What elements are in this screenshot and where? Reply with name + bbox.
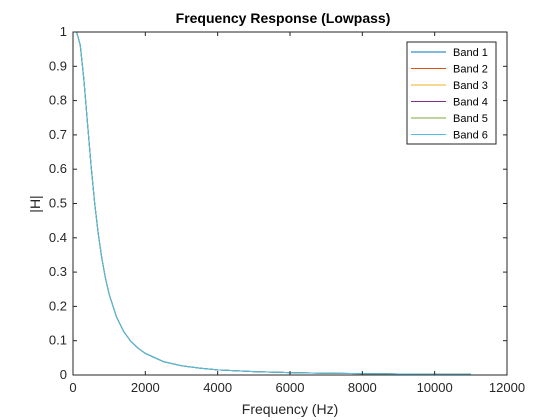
- y-tick-label: 0.3: [49, 264, 67, 279]
- legend-label: Band 4: [453, 97, 488, 109]
- x-tick-label: 10000: [417, 380, 453, 395]
- legend-entry-band-5: Band 5: [411, 113, 488, 125]
- y-axis-label: |H|: [27, 195, 43, 212]
- y-tick-label: 0.2: [49, 298, 67, 313]
- legend-entry-band-1: Band 1: [411, 47, 488, 59]
- legend-entry-band-4: Band 4: [411, 97, 488, 109]
- y-tick-label: 0.8: [49, 93, 67, 108]
- x-tick-label: 0: [69, 380, 76, 395]
- x-tick-label: 2000: [131, 380, 160, 395]
- y-tick-label: 0.5: [49, 196, 67, 211]
- legend-label: Band 6: [453, 130, 488, 142]
- y-tick-label: 1: [60, 24, 67, 39]
- x-tick-label: 8000: [348, 380, 377, 395]
- legend-label: Band 5: [453, 113, 488, 125]
- legend-items: Band 1 Band 2 Band 3 Band 4 Band 5 Band 6: [411, 47, 488, 142]
- legend-entry-band-2: Band 2: [411, 64, 488, 76]
- chart-title: Frequency Response (Lowpass): [176, 10, 391, 26]
- y-tick-label: 0.9: [49, 58, 67, 73]
- series-line-band-6: [73, 31, 471, 375]
- x-axis-label: Frequency (Hz): [242, 401, 338, 417]
- x-tick-label: 12000: [489, 380, 525, 395]
- legend-label: Band 1: [453, 47, 488, 59]
- x-tick-label: 4000: [203, 380, 232, 395]
- y-tick-label: 0.1: [49, 333, 67, 348]
- legend-box: [406, 41, 497, 145]
- y-tick-label: 0.4: [49, 230, 67, 245]
- x-tick-label: 6000: [276, 380, 305, 395]
- x-axis-ticks: 0 2000 4000 6000 8000 10000 12000: [69, 32, 525, 395]
- legend-label: Band 2: [453, 64, 488, 76]
- legend-entry-band-3: Band 3: [411, 80, 488, 92]
- y-tick-label: 0.6: [49, 161, 67, 176]
- legend: Band 1 Band 2 Band 3 Band 4 Band 5 Band 6: [406, 41, 497, 145]
- y-tick-label: 0.7: [49, 127, 67, 142]
- legend-label: Band 3: [453, 80, 488, 92]
- y-axis-ticks: 0 0.1 0.2 0.3 0.4 0.5 0.6 0.7 0.8 0.9 1: [49, 24, 507, 382]
- legend-entry-band-6: Band 6: [411, 130, 488, 142]
- series-layer: [73, 31, 471, 375]
- y-tick-label: 0: [60, 367, 67, 382]
